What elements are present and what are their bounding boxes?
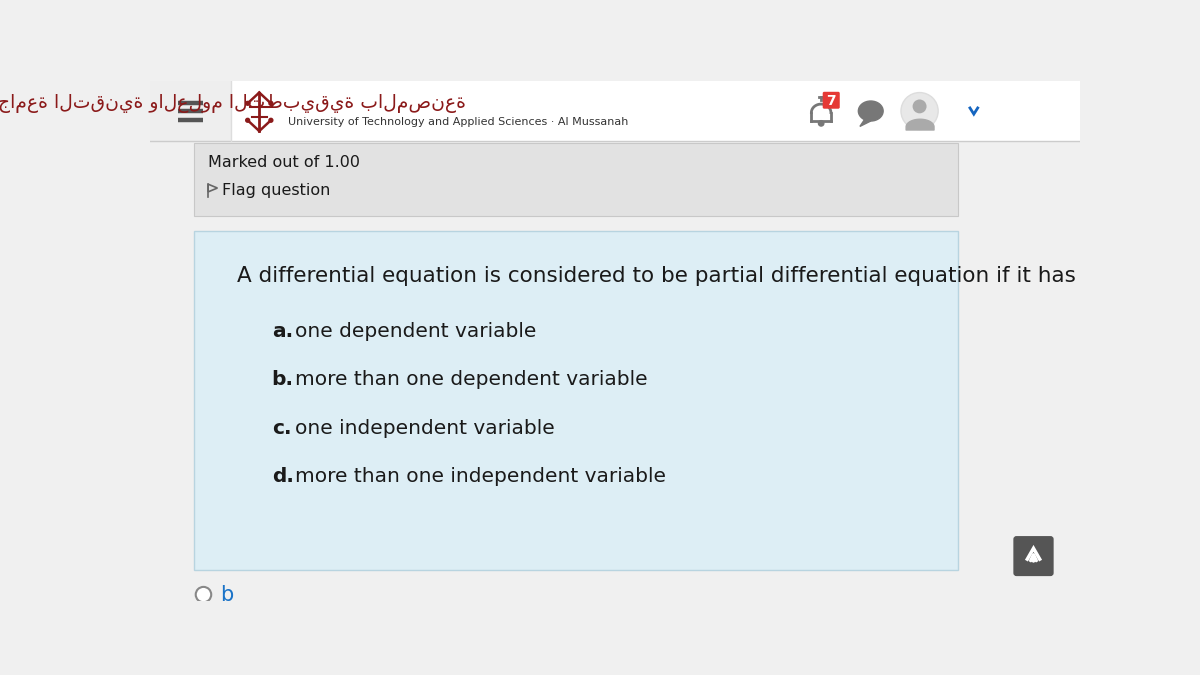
Polygon shape (860, 119, 871, 126)
FancyBboxPatch shape (150, 81, 232, 141)
Text: Marked out of 1.00: Marked out of 1.00 (208, 155, 360, 170)
Circle shape (196, 587, 211, 602)
FancyBboxPatch shape (1013, 536, 1054, 576)
FancyBboxPatch shape (823, 92, 840, 109)
Circle shape (901, 92, 938, 130)
Text: 7: 7 (827, 94, 836, 108)
Text: University of Technology and Applied Sciences · Al Mussanah: University of Technology and Applied Sci… (288, 117, 629, 127)
Text: a.: a. (271, 322, 293, 341)
FancyBboxPatch shape (232, 81, 1080, 141)
Text: d.: d. (271, 467, 294, 486)
Circle shape (818, 121, 824, 126)
FancyBboxPatch shape (194, 142, 958, 216)
Circle shape (246, 118, 250, 122)
Text: c.: c. (271, 418, 292, 438)
Text: one independent variable: one independent variable (295, 418, 554, 438)
Circle shape (913, 99, 926, 113)
Text: b.: b. (271, 371, 294, 389)
Circle shape (269, 118, 272, 122)
Text: b: b (221, 585, 234, 605)
Circle shape (269, 101, 272, 105)
Ellipse shape (858, 101, 883, 121)
Text: Flag question: Flag question (222, 183, 330, 198)
Circle shape (246, 101, 250, 105)
Text: one dependent variable: one dependent variable (295, 322, 536, 341)
Text: more than one independent variable: more than one independent variable (295, 467, 666, 486)
FancyBboxPatch shape (194, 231, 958, 570)
Text: A differential equation is considered to be partial differential equation if it : A differential equation is considered to… (236, 266, 1075, 286)
Text: more than one dependent variable: more than one dependent variable (295, 371, 648, 389)
Text: جامعة التقنية والعلوم التطبيقية بالمصنعة: جامعة التقنية والعلوم التطبيقية بالمصنعة (0, 94, 466, 113)
